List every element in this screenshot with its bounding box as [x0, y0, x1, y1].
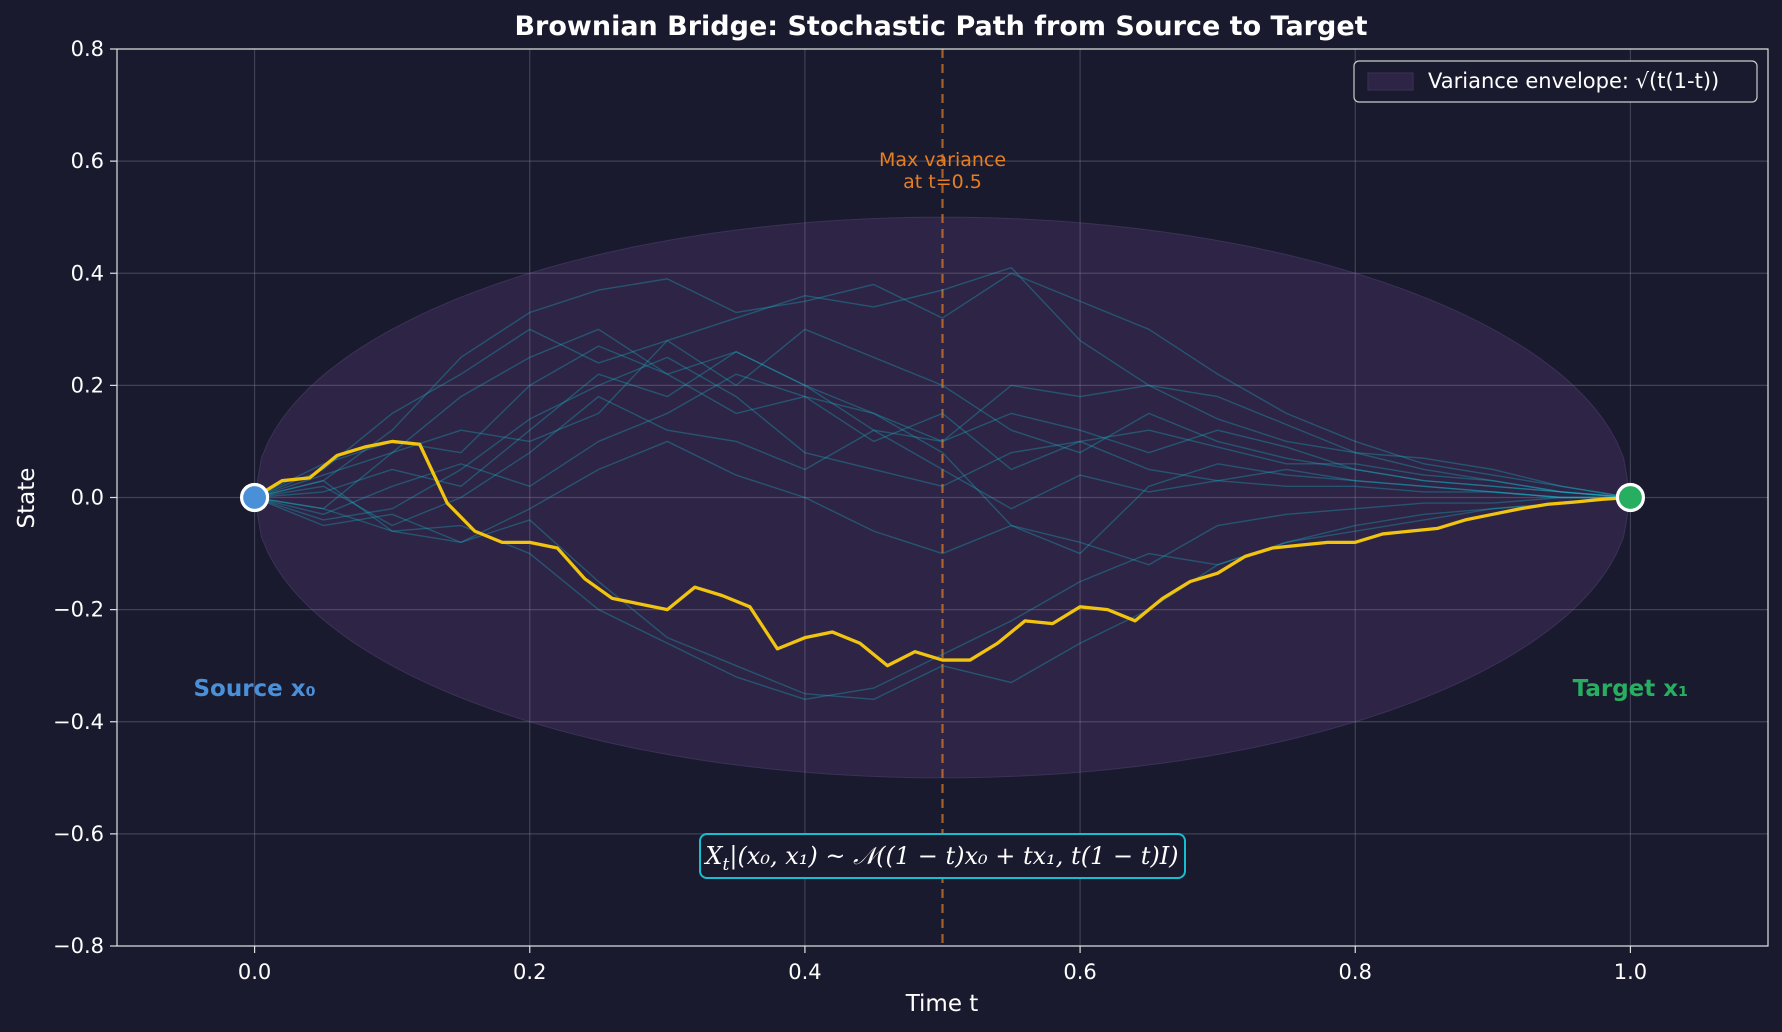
formula-annotation: Xt|(x₀, x₁) ~ 𝒩((1 − t)x₀ + tx₁, t(1 − t…: [699, 833, 1186, 879]
chart-title: Brownian Bridge: Stochastic Path from So…: [514, 11, 1367, 42]
y-axis-label: State: [14, 468, 40, 529]
sample-path-7: [254, 440, 1631, 566]
x-tick-label-2: 0.4: [788, 960, 821, 984]
target-point: [1615, 482, 1646, 513]
legend-swatch-envelope: [1367, 72, 1414, 91]
sample-path-11: [254, 373, 1631, 555]
target-label: Target x₁: [1573, 676, 1689, 702]
x-tick-label-4: 0.8: [1339, 960, 1372, 984]
formula-text: Xt|(x₀, x₁) ~ 𝒩((1 − t)x₀ + tx₁, t(1 − t…: [703, 842, 1178, 875]
legend-entry-envelope: Variance envelope: √(t(1-t)): [1428, 69, 1719, 93]
y-tick-label-0: −0.8: [53, 934, 104, 958]
y-tick-label-7: 0.6: [71, 149, 104, 173]
y-tick-label-2: −0.4: [53, 710, 104, 734]
sample-path-12: [254, 351, 1631, 499]
formula-lhs: X: [703, 842, 723, 870]
y-tick-label-3: −0.2: [53, 598, 104, 622]
y-tick-label-1: −0.6: [53, 822, 104, 846]
formula-box: [699, 833, 1186, 879]
y-tick-label-8: 0.8: [71, 37, 104, 61]
x-tick-label-1: 0.2: [513, 960, 546, 984]
formula-rhs: |(x₀, x₁) ~ 𝒩((1 − t)x₀ + tx₁, t(1 − t)I…: [729, 842, 1178, 871]
sample-path-6: [254, 395, 1631, 527]
vline-annotation-line-2: at t=0.5: [903, 171, 982, 193]
source-point: [239, 482, 270, 513]
formula-lhs-sub: t: [723, 855, 730, 875]
x-tick-label-0: 0.0: [238, 960, 271, 984]
x-tick-label-3: 0.6: [1063, 960, 1096, 984]
plot-area: [116, 48, 1769, 947]
y-tick-label-4: 0.0: [71, 486, 104, 510]
legend-frame: [1353, 60, 1758, 103]
highlighted-path: [253, 439, 1631, 668]
sample-path-1: [254, 272, 1631, 499]
sample-path-3: [254, 328, 1631, 510]
sample-path-4: [254, 345, 1631, 499]
sample-path-10: [254, 328, 1631, 499]
source-label: Source x₀: [193, 676, 315, 702]
x-tick-label-5: 1.0: [1614, 960, 1647, 984]
sample-path-2: [254, 266, 1631, 499]
sample-path-5: [254, 356, 1631, 521]
x-axis-label: Time t: [905, 991, 979, 1017]
vline-annotation-line-1: Max variance: [879, 149, 1006, 171]
y-tick-label-6: 0.4: [71, 261, 104, 285]
legend: Variance envelope: √(t(1-t)): [1353, 60, 1758, 103]
y-tick-label-5: 0.2: [71, 373, 104, 397]
